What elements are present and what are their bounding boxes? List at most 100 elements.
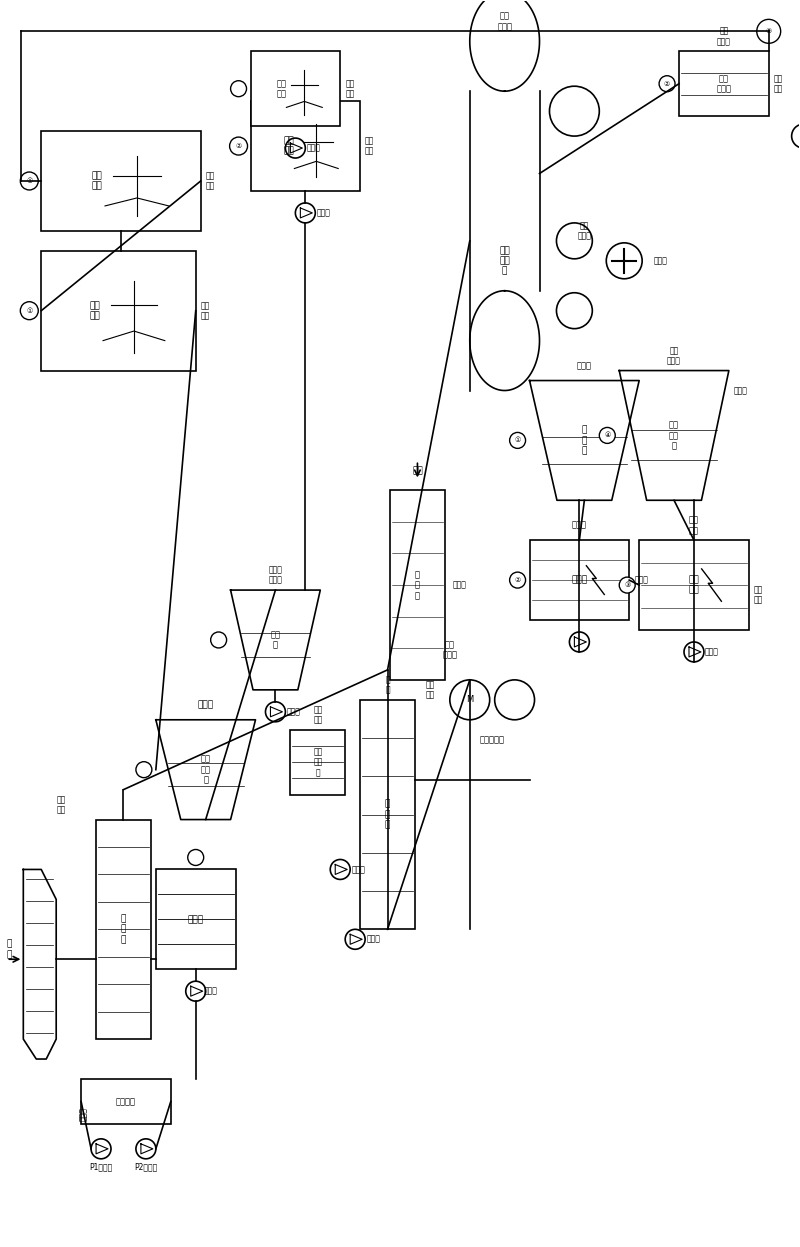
- Text: ②: ②: [514, 577, 521, 584]
- Circle shape: [20, 302, 38, 319]
- Bar: [290, 729, 345, 794]
- Text: 废
液: 废 液: [386, 675, 390, 695]
- Text: 烟
气: 烟 气: [6, 939, 12, 959]
- Text: 氧化
空气: 氧化 空气: [313, 705, 322, 725]
- Circle shape: [510, 572, 526, 589]
- Circle shape: [20, 172, 38, 190]
- Text: 脱
水
器: 脱 水 器: [385, 799, 390, 829]
- Text: 石灰水: 石灰水: [78, 1107, 88, 1121]
- Text: 石膏
脱水机: 石膏 脱水机: [578, 221, 591, 241]
- Circle shape: [606, 243, 642, 279]
- Circle shape: [557, 223, 592, 259]
- Circle shape: [230, 137, 247, 155]
- Bar: [96, 819, 151, 1039]
- Text: 石水
机泵: 石水 机泵: [206, 171, 215, 191]
- Circle shape: [91, 1139, 111, 1158]
- Text: ②: ②: [235, 143, 242, 150]
- Bar: [639, 540, 749, 630]
- Bar: [156, 869, 235, 969]
- Bar: [42, 251, 196, 370]
- Text: 循
环
液: 循 环 液: [415, 570, 420, 600]
- Text: 排放泵: 排放泵: [705, 647, 719, 656]
- Text: 再生槽
泥浆泵: 再生槽 泥浆泵: [269, 565, 282, 585]
- Text: 氧化槽: 氧化槽: [572, 521, 587, 530]
- Text: 罗茨
鼓风机: 罗茨 鼓风机: [442, 640, 458, 660]
- Text: 石水
机泵: 石水 机泵: [201, 301, 210, 320]
- Text: ③: ③: [624, 582, 630, 589]
- Text: ①: ①: [514, 438, 521, 444]
- Bar: [679, 51, 769, 116]
- Text: 循环泵: 循环泵: [204, 986, 218, 995]
- Text: 石灰
乳槽: 石灰 乳槽: [92, 171, 102, 191]
- Circle shape: [599, 428, 615, 444]
- Text: ①: ①: [26, 178, 33, 185]
- Text: 真空泵: 真空泵: [654, 257, 668, 266]
- Bar: [390, 490, 445, 680]
- Circle shape: [659, 76, 675, 92]
- Text: 石灰
乳槽: 石灰 乳槽: [277, 79, 287, 99]
- Text: 石灰
乳槽: 石灰 乳槽: [283, 136, 294, 156]
- Text: 净气
排放: 净气 排放: [774, 74, 783, 94]
- Text: 石水
机泵: 石水 机泵: [365, 136, 374, 156]
- Text: ②: ②: [664, 81, 670, 87]
- Circle shape: [345, 929, 365, 949]
- Text: 石灰
水泵: 石灰 水泵: [57, 794, 66, 814]
- Text: 净气
排放: 净气 排放: [754, 585, 763, 605]
- Circle shape: [550, 86, 599, 136]
- Text: 电除
尘器: 电除 尘器: [689, 515, 699, 535]
- Circle shape: [557, 293, 592, 329]
- Circle shape: [136, 762, 152, 778]
- Text: 石灰泵: 石灰泵: [306, 143, 320, 152]
- Circle shape: [510, 433, 526, 449]
- Text: ①: ①: [26, 308, 33, 314]
- Text: 循环泵: 循环泵: [453, 581, 466, 590]
- Text: ⑨: ⑨: [766, 29, 772, 35]
- Bar: [81, 1079, 170, 1124]
- Circle shape: [619, 577, 635, 594]
- Circle shape: [210, 632, 226, 648]
- Circle shape: [757, 20, 781, 44]
- Text: 石灰泵: 石灰泵: [316, 208, 330, 217]
- Text: 废液
出口: 废液 出口: [426, 680, 434, 700]
- Circle shape: [792, 125, 800, 148]
- Text: 氧化
空气
槽: 氧化 空气 槽: [313, 747, 322, 777]
- Text: P1循环泵: P1循环泵: [90, 1162, 113, 1171]
- Text: 循环泵: 循环泵: [351, 865, 365, 874]
- Circle shape: [230, 81, 246, 97]
- Text: 沉淀槽: 沉淀槽: [198, 701, 214, 710]
- Text: ④: ④: [604, 433, 610, 439]
- Text: 循环泵: 循环泵: [734, 387, 748, 395]
- Text: 气体
分析仪: 气体 分析仪: [717, 26, 731, 46]
- Text: 净气: 净气: [412, 466, 423, 475]
- Text: 沉
淀
槽: 沉 淀 槽: [582, 425, 587, 455]
- Bar: [42, 131, 201, 231]
- Text: M: M: [466, 696, 474, 705]
- Circle shape: [570, 632, 590, 652]
- Text: 罗茨鼓风机: 罗茨鼓风机: [479, 736, 504, 744]
- Text: 脱
硫
塔: 脱 硫 塔: [121, 914, 126, 944]
- Text: 沉淀
吸收
槽: 沉淀 吸收 槽: [669, 420, 679, 450]
- Text: 沉淀槽: 沉淀槽: [577, 362, 592, 370]
- Text: 循环泵: 循环泵: [366, 935, 380, 944]
- Circle shape: [186, 981, 206, 1001]
- Text: 石膏
脱水机: 石膏 脱水机: [497, 11, 512, 31]
- Text: 氧化槽: 氧化槽: [188, 915, 204, 924]
- Polygon shape: [530, 380, 639, 500]
- Circle shape: [136, 1139, 156, 1158]
- Circle shape: [494, 680, 534, 720]
- Text: 废液泵: 废液泵: [286, 707, 300, 716]
- Text: 循环液槽: 循环液槽: [116, 1097, 136, 1106]
- Circle shape: [188, 849, 204, 865]
- Text: 石灰
乳槽: 石灰 乳槽: [90, 301, 101, 320]
- Text: 气体
分析仪: 气体 分析仪: [716, 74, 731, 94]
- Text: 循环
吸收槽: 循环 吸收槽: [667, 345, 681, 365]
- Text: 石水
机泵: 石水 机泵: [345, 79, 354, 99]
- Polygon shape: [230, 590, 320, 690]
- Bar: [250, 101, 360, 191]
- Bar: [360, 700, 415, 929]
- Circle shape: [286, 138, 306, 158]
- Bar: [250, 51, 340, 126]
- Polygon shape: [619, 370, 729, 500]
- Text: 石膏
脱水
机: 石膏 脱水 机: [499, 246, 510, 276]
- Text: 沉淀
吸收
槽: 沉淀 吸收 槽: [201, 754, 210, 784]
